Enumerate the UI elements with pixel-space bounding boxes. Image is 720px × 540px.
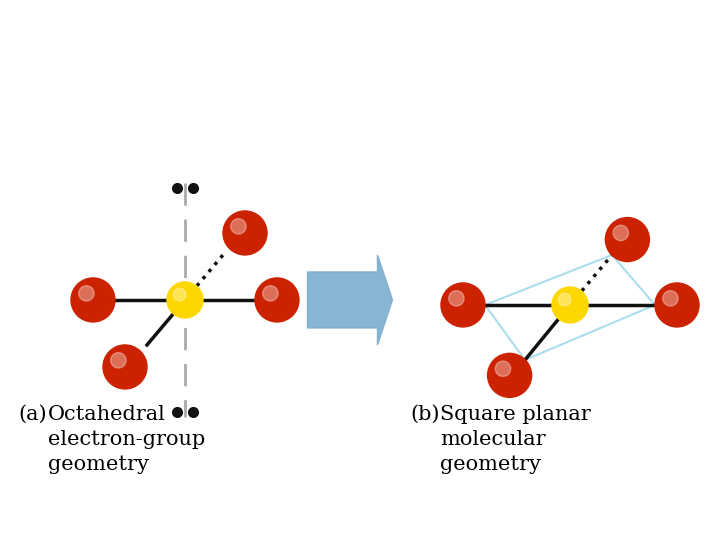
Circle shape (552, 287, 588, 323)
Circle shape (487, 353, 531, 397)
Circle shape (78, 286, 94, 301)
Polygon shape (307, 255, 392, 345)
Circle shape (255, 278, 299, 322)
Circle shape (223, 211, 267, 255)
Circle shape (167, 282, 203, 318)
Text: Octahedral Electron Group Geometry: Octahedral Electron Group Geometry (63, 66, 557, 90)
Circle shape (495, 361, 510, 376)
Text: Square planar
molecular
geometry: Square planar molecular geometry (440, 405, 590, 474)
Circle shape (441, 283, 485, 327)
Circle shape (613, 225, 629, 241)
Circle shape (174, 288, 186, 301)
Circle shape (103, 345, 147, 389)
Circle shape (230, 219, 246, 234)
Circle shape (111, 353, 126, 368)
Circle shape (71, 278, 115, 322)
Text: Central Atoms with Lone Pairs: SN = 6: Central Atoms with Lone Pairs: SN = 6 (55, 20, 564, 44)
Circle shape (449, 291, 464, 306)
Text: Octahedral
electron-group
geometry: Octahedral electron-group geometry (48, 405, 205, 474)
Circle shape (606, 218, 649, 261)
Circle shape (655, 283, 699, 327)
Circle shape (263, 286, 278, 301)
Text: (b): (b) (410, 405, 439, 424)
Circle shape (558, 293, 571, 306)
Circle shape (662, 291, 678, 306)
Text: (a): (a) (18, 405, 47, 424)
